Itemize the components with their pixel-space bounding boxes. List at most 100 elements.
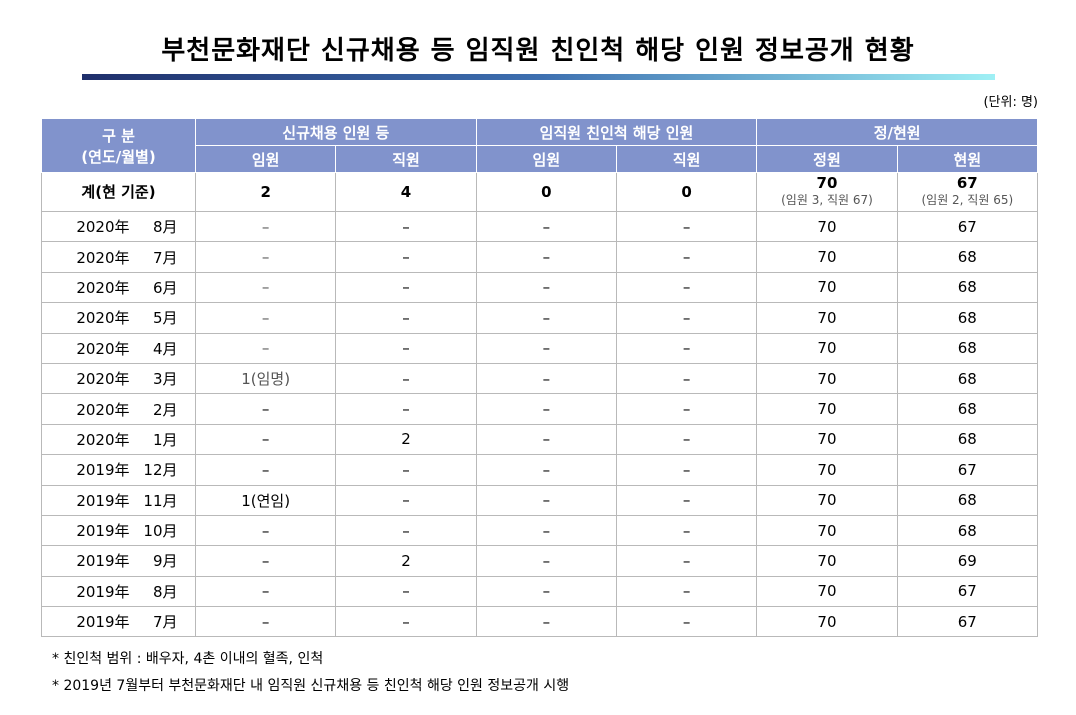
subcol-header: 직원 [335, 145, 477, 173]
table: 구 분 (연도/월별) 신규채용 인원 등 임직원 친인척 해당 인원 정/현원 … [41, 118, 1039, 638]
month: 6月 [152, 278, 178, 297]
year: 2019年 [76, 552, 130, 571]
total-value: 2 [260, 182, 271, 201]
cell: – [615, 271, 758, 304]
total-row: 계(현 기준) 2 4 0 0 70 (임원 3, 직원 67) 67 (임원 2, 직원 65… [41, 172, 1039, 212]
cell: – [194, 393, 337, 425]
month: 5月 [152, 309, 178, 328]
data-row: 2019年 10月 – – – –70 68 [41, 514, 1039, 547]
cell: 68 [896, 514, 1039, 547]
cell: 68 [896, 332, 1039, 364]
data-row: 2020年 2月 – – – –70 68 [41, 393, 1039, 425]
cell: 70 [756, 210, 898, 243]
cell: – [615, 423, 758, 456]
data-row: 2019年 8月 – – – –70 67 [41, 575, 1039, 608]
cell: 70 [756, 241, 898, 273]
cell: – [194, 423, 337, 456]
cell: – [335, 302, 477, 334]
cell: – [194, 454, 337, 486]
year: 2019年 [76, 613, 130, 632]
group-header: 임직원 친인척 해당 인원 [475, 118, 758, 146]
period-cell: 2020年 1月 [41, 423, 196, 456]
total-value: 70 [816, 174, 838, 192]
data-row: 2020年 7月 – – – –70 68 [41, 241, 1039, 273]
cell: 70 [756, 454, 898, 486]
year: 2020年 [76, 218, 130, 237]
cell: 70 [756, 484, 898, 516]
cell: – [475, 210, 617, 243]
cell: 68 [896, 302, 1039, 334]
total-cell: 70 (임원 3, 직원 67) [756, 172, 898, 212]
period-cell: 2020年 5月 [41, 302, 196, 334]
data-row: 2019年 7月 – – – –70 67 [41, 606, 1039, 638]
cell: – [194, 332, 337, 364]
cell: 2 [335, 423, 477, 456]
cell: – [475, 271, 617, 304]
data-row: 2019年 12月 – – – –70 67 [41, 454, 1039, 486]
cell: – [194, 514, 337, 547]
subcol-header: 직원 [615, 145, 758, 173]
cell: 69 [896, 545, 1039, 577]
total-cell: 2 [194, 172, 337, 212]
cell: 70 [756, 271, 898, 304]
cell: – [615, 484, 758, 516]
cell: – [194, 210, 337, 243]
cell: – [615, 514, 758, 547]
cell: – [335, 241, 477, 273]
cell: – [335, 332, 477, 364]
period-cell: 2019年 9月 [41, 545, 196, 577]
data-row: 2020年 6月 – – – –70 68 [41, 271, 1039, 304]
month: 11月 [143, 491, 178, 510]
cell: – [194, 545, 337, 577]
total-label: 계(현 기준) [41, 172, 196, 212]
cell: – [475, 393, 617, 425]
cell: 68 [896, 423, 1039, 456]
cell: – [335, 606, 477, 638]
cell: 1(임명) [194, 362, 337, 395]
month: 8月 [152, 582, 178, 601]
year: 2019年 [76, 461, 130, 480]
cell: – [335, 484, 477, 516]
cell: – [335, 454, 477, 486]
year: 2019年 [76, 491, 130, 510]
cell: – [194, 241, 337, 273]
period-cell: 2020年 3月 [41, 362, 196, 395]
cell: – [615, 210, 758, 243]
cell: – [475, 484, 617, 516]
cell: – [335, 514, 477, 547]
subcol-header: 현원 [896, 145, 1039, 173]
cell: 70 [756, 606, 898, 638]
period-sub: (연도/월별) [81, 147, 156, 166]
data-row: 2020年 3月 1(임명) – – –70 68 [41, 362, 1039, 395]
cell: 2 [335, 545, 477, 577]
period-cell: 2019年 8月 [41, 575, 196, 608]
period-cell: 2019年 12月 [41, 454, 196, 486]
cell: – [335, 271, 477, 304]
total-cell: 67 (임원 2, 직원 65) [896, 172, 1039, 212]
total-value: 0 [541, 182, 552, 201]
cell: – [335, 362, 477, 395]
total-sub: (임원 3, 직원 67) [781, 193, 873, 207]
cell: – [615, 362, 758, 395]
cell: – [615, 575, 758, 608]
cell: – [475, 575, 617, 608]
data-row: 2020年 4月 – – – –70 68 [41, 332, 1039, 364]
cell: 68 [896, 271, 1039, 304]
month: 12月 [143, 461, 178, 480]
data-row: 2020年 8月 – – – –70 67 [41, 210, 1039, 243]
group-header: 정/현원 [756, 118, 1038, 146]
cell: – [335, 575, 477, 608]
month: 3月 [152, 370, 178, 389]
year: 2020年 [76, 430, 130, 449]
month: 1月 [152, 430, 178, 449]
cell: – [615, 302, 758, 334]
month: 8月 [152, 218, 178, 237]
cell: 67 [896, 606, 1039, 638]
subcol-header: 정원 [756, 145, 898, 173]
data-row: 2020年 5月 – – – –70 68 [41, 302, 1039, 334]
total-value: 0 [681, 182, 692, 201]
cell: – [615, 454, 758, 486]
cell: – [475, 332, 617, 364]
cell: – [335, 210, 477, 243]
cell: 70 [756, 362, 898, 395]
